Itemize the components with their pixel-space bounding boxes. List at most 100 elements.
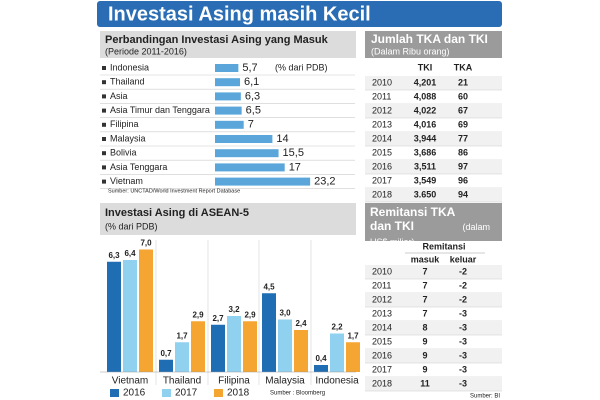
table-cell: 3.650 [414,189,437,199]
value-label: 7,0 [140,239,152,248]
bar [215,78,241,87]
bar [215,163,285,172]
table-cell: 21 [458,77,468,87]
table-cell: 2013 [372,119,392,129]
chart-subtitle: (% dari PDB) [105,221,158,231]
table-cell: 69 [458,119,468,129]
row-shade [365,104,502,118]
table-cell: 3,549 [414,175,437,185]
legend-swatch [214,389,223,397]
table-header: Remitansi TKA dan TKI (dalam US$ miliar) [370,205,502,249]
chart-title: Perbandingan Investasi Asing yang Masuk [105,34,329,46]
value-label: 2,9 [192,310,204,319]
value-label: 7 [248,119,254,131]
row-shade [365,160,502,174]
table-cell: 94 [458,189,468,199]
value-label: 15,5 [283,147,304,159]
row-shade [365,265,502,279]
bar [215,92,241,101]
table-cell: -3 [459,322,467,332]
row-shade [365,349,502,363]
bullet [102,108,106,113]
table-title: Jumlah TKA dan TKI [371,32,488,46]
row-shade [365,293,502,307]
bullet [102,179,106,184]
bar [215,106,242,115]
table-title: Remitansi TKA dan TKI [370,205,455,233]
panel-header [365,203,502,241]
table-cell: -3 [459,308,467,318]
table-cell: 2015 [372,336,392,346]
group-header: Remitansi [422,241,465,251]
value-label: 6,3 [245,90,260,102]
bullet [102,80,106,85]
value-label: 1,7 [347,331,359,340]
row-shade [365,188,502,202]
value-label: 2,4 [295,319,307,328]
table-cell: 2017 [372,175,392,185]
table-cell: -2 [459,280,467,290]
legend-label: 2018 [227,388,250,399]
title-banner [97,1,502,27]
table-cell: 7 [422,280,427,290]
bar [227,316,241,372]
bar [215,135,273,143]
category-label: Malaysia [265,376,305,387]
category-label: Filipina [218,376,250,387]
table-cell: 67 [458,105,468,115]
table-cell: 77 [458,133,468,143]
bullet [102,94,106,99]
legend-label: 2016 [123,388,146,399]
category-label: Vietnam [110,176,143,186]
table-cell: 2017 [372,364,392,374]
table-cell: 2012 [372,105,392,115]
table-cell: 9 [422,350,427,360]
bar [346,342,360,372]
row-shade [365,321,502,335]
table-cell: 2012 [372,294,392,304]
column-header: TKA [454,62,473,72]
table-cell: 3,944 [414,133,437,143]
value-label: 0,4 [315,354,327,363]
bar [278,319,292,372]
bar [139,249,153,372]
chart-subtitle: (Periode 2011-2016) [105,46,187,56]
table-cell: 96 [458,175,468,185]
category-label: Asia [110,91,128,101]
table-cell: 2011 [372,91,391,101]
value-label: 3,0 [279,309,291,318]
value-label: 2,2 [331,323,343,332]
table-cell: 2014 [372,322,392,332]
table-cell: 2018 [372,378,392,388]
table-cell: 2013 [372,308,392,318]
value-label: 6,5 [246,105,261,117]
category-label: Asia Timur dan Tenggara [110,105,210,115]
bullet [102,122,106,127]
value-label: 6,4 [124,249,136,258]
category-label: Bolivia [110,148,137,158]
bar [314,365,328,372]
table-cell: -3 [459,378,467,388]
source: Sumber: UNCTAD/World Investment Report D… [108,188,240,194]
table-cell: 2016 [372,161,392,171]
value-label: 3,2 [228,305,240,314]
panel-header [365,31,502,58]
bar [262,293,276,372]
bullet [102,137,106,141]
table-cell: 4,016 [414,119,437,129]
value-label: 2,9 [244,310,256,319]
value-label: 5,7 [242,62,257,74]
panel-header [100,31,356,58]
table-cell: 7 [422,308,427,318]
source: Sumber: BI [470,394,500,400]
table-cell: -3 [459,336,467,346]
table-cell: -2 [459,266,467,276]
bullet [102,66,106,70]
table-cell: -3 [459,350,467,360]
chart-title: Investasi Asing di ASEAN-5 [105,207,249,219]
table-cell: 2018 [372,189,392,199]
row-shade [365,377,502,391]
table-cell: 4,201 [414,77,437,87]
